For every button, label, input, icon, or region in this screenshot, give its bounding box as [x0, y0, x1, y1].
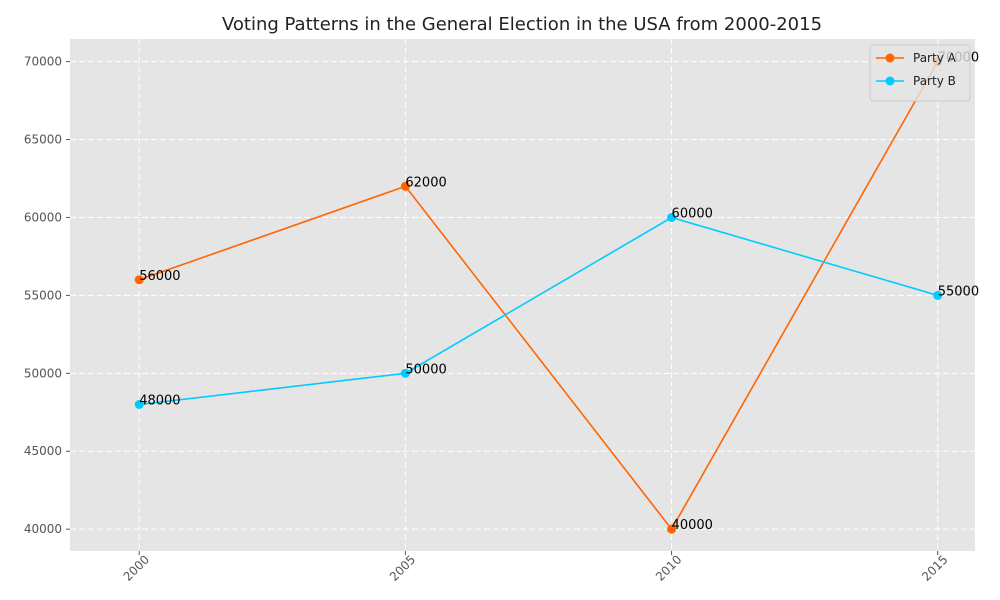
y-tick-label: 65000	[24, 133, 62, 147]
y-tick-label: 45000	[24, 444, 62, 458]
legend-label: Party A	[913, 51, 957, 65]
x-tick-label: 2005	[387, 552, 418, 583]
data-label: 56000	[139, 269, 180, 284]
data-label: 50000	[405, 362, 446, 377]
legend-label: Party B	[913, 74, 956, 88]
y-tick-label: 60000	[24, 210, 62, 224]
data-label: 40000	[672, 518, 713, 533]
y-tick-label: 70000	[24, 55, 62, 69]
data-label: 55000	[938, 284, 979, 299]
data-label: 60000	[672, 206, 713, 221]
y-axis: 40000 45000 50000 55000 60000 65000 70000	[24, 55, 70, 537]
data-label: 62000	[405, 175, 446, 190]
x-tick-label: 2010	[653, 552, 684, 583]
legend: Party A Party B	[870, 45, 970, 101]
x-axis: 2000 2005 2010 2015	[121, 551, 951, 584]
legend-marker	[886, 54, 895, 63]
y-tick-label: 55000	[24, 288, 62, 302]
y-tick-label: 40000	[24, 522, 62, 536]
x-tick-label: 2015	[919, 552, 950, 583]
data-label: 48000	[139, 393, 180, 408]
legend-marker	[886, 77, 895, 86]
chart-title: Voting Patterns in the General Election …	[222, 14, 822, 35]
x-tick-label: 2000	[121, 552, 152, 583]
y-tick-label: 50000	[24, 366, 62, 380]
